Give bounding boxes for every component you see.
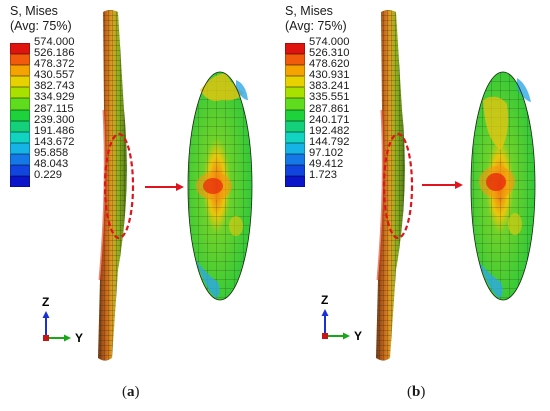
legend-value: 143.672 xyxy=(34,135,75,148)
legend-value: 97.102 xyxy=(309,146,344,159)
pipe-model xyxy=(376,10,405,361)
legend-value: 287.115 xyxy=(34,102,74,115)
legend-value: 48.043 xyxy=(34,158,69,171)
legend-swatch xyxy=(10,109,30,121)
caption-letter: b xyxy=(412,384,421,400)
legend-swatch xyxy=(285,76,305,88)
legend-value: 239.300 xyxy=(34,113,75,126)
pipe-model xyxy=(98,10,127,361)
legend-value: 383.241 xyxy=(309,80,350,93)
legend-value: 95.858 xyxy=(34,146,69,159)
legend-swatch xyxy=(285,43,305,55)
legend-swatch xyxy=(10,165,30,177)
legend-swatch xyxy=(285,87,305,99)
legend-swatch xyxy=(285,165,305,177)
legend-value: 49.412 xyxy=(309,158,344,171)
legend-swatch xyxy=(10,65,30,77)
legend-values: 574.000 526.310 478.620 430.931 383.241 … xyxy=(309,36,350,182)
legend-value: 526.186 xyxy=(34,47,75,60)
legend-swatch xyxy=(10,43,30,55)
legend-swatch xyxy=(285,120,305,132)
legend-swatch xyxy=(10,142,30,154)
legend-swatch xyxy=(285,98,305,110)
stress-legend: S, Mises (Avg: 75%) 574.000 526.186 478.… xyxy=(10,4,120,188)
legend-swatch xyxy=(10,153,30,166)
legend-title-line2: (Avg: 75%) xyxy=(285,19,347,33)
fea-scene: Z Y xyxy=(42,10,253,361)
zoomed-region xyxy=(470,71,536,301)
legend-swatches xyxy=(285,43,305,188)
red-arrow-icon xyxy=(145,183,184,191)
legend-value: 526.310 xyxy=(309,47,350,60)
legend-swatch xyxy=(10,87,30,99)
legend-swatch xyxy=(285,142,305,154)
legend-value: 430.931 xyxy=(309,69,350,82)
legend-value: 574.000 xyxy=(309,36,350,48)
legend-title-line1: S, Mises xyxy=(285,4,333,18)
selection-ellipse xyxy=(103,132,135,240)
legend-value: 382.743 xyxy=(34,80,75,93)
caption: (b) xyxy=(407,384,426,400)
panel-b: S, Mises (Avg: 75%) 574.000 526.310 478.… xyxy=(275,0,550,411)
coordinate-triad-icon: Z Y xyxy=(321,293,362,343)
legend-value: 478.620 xyxy=(309,58,350,71)
legend-swatches xyxy=(10,43,30,188)
legend-value: 1.723 xyxy=(309,169,337,182)
legend-swatch xyxy=(10,98,30,110)
coordinate-triad-icon: Z Y xyxy=(42,295,83,345)
legend-value: 191.486 xyxy=(34,124,75,137)
legend-swatch xyxy=(285,176,305,188)
legend-value: 574.000 xyxy=(34,36,75,48)
legend-swatch xyxy=(285,131,305,143)
caption: (a) xyxy=(122,384,140,400)
legend-value: 144.792 xyxy=(309,135,350,148)
legend-value: 240.171 xyxy=(309,113,350,126)
legend-value: 334.929 xyxy=(34,91,75,104)
legend-swatch xyxy=(10,76,30,88)
legend-value: 478.372 xyxy=(34,58,75,71)
legend-title-line1: S, Mises xyxy=(10,4,58,18)
axis-z-label: Z xyxy=(42,295,49,309)
caption-letter: a xyxy=(127,384,135,400)
legend-value: 335.551 xyxy=(309,91,350,104)
legend-value: 287.861 xyxy=(309,102,350,115)
legend-value: 0.229 xyxy=(34,169,62,182)
legend-value: 430.557 xyxy=(34,69,75,82)
legend-swatch xyxy=(10,54,30,66)
selection-ellipse xyxy=(382,132,414,240)
fea-scene: Z Y xyxy=(321,10,536,361)
legend-title-line2: (Avg: 75%) xyxy=(10,19,72,33)
panel-a: S, Mises (Avg: 75%) 574.000 526.186 478.… xyxy=(10,4,253,400)
legend-swatch xyxy=(285,109,305,121)
legend-swatch xyxy=(10,176,30,188)
legend-swatch xyxy=(10,120,30,132)
axis-z-label: Z xyxy=(321,293,328,307)
legend-swatch xyxy=(285,153,305,166)
legend-swatch xyxy=(285,54,305,66)
zoomed-region xyxy=(187,71,253,301)
axis-y-label: Y xyxy=(75,331,83,345)
red-arrow-icon xyxy=(422,181,463,189)
legend-values: 574.000 526.186 478.372 430.557 382.743 … xyxy=(34,36,75,182)
legend-swatch xyxy=(285,65,305,77)
axis-y-label: Y xyxy=(354,329,362,343)
legend-swatch xyxy=(10,131,30,143)
stress-legend: S, Mises (Avg: 75%) 574.000 526.310 478.… xyxy=(285,4,395,188)
legend-value: 192.482 xyxy=(309,124,350,137)
